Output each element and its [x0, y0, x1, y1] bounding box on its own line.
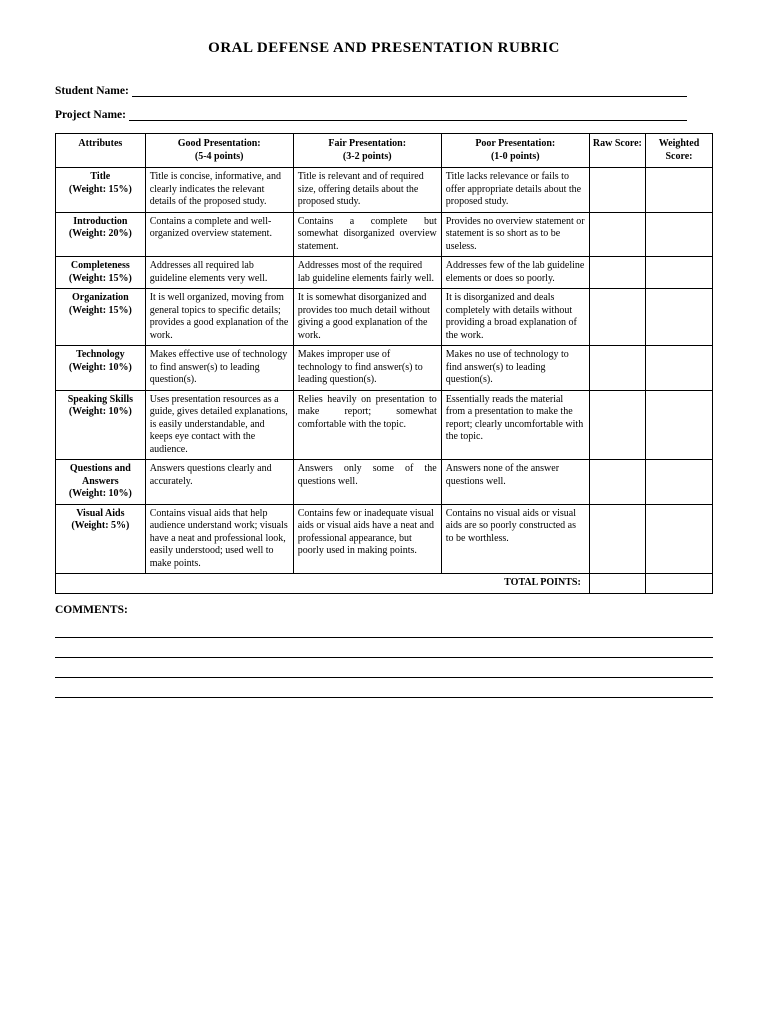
attr-cell: Introduction(Weight: 20%) [56, 212, 146, 257]
attr-cell: Organization(Weight: 15%) [56, 289, 146, 346]
poor-cell: Essentially reads the material from a pr… [441, 390, 589, 460]
comment-line[interactable] [55, 662, 713, 678]
good-cell: Uses presentation resources as a guide, … [145, 390, 293, 460]
attr-cell: Questions and Answers(Weight: 10%) [56, 460, 146, 505]
header-raw: Raw Score: [589, 134, 645, 168]
project-name-line[interactable] [129, 120, 687, 121]
attr-cell: Title(Weight: 15%) [56, 168, 146, 213]
poor-cell: Contains no visual aids or visual aids a… [441, 504, 589, 574]
attr-cell: Technology(Weight: 10%) [56, 346, 146, 391]
fair-cell: It is somewhat disorganized and provides… [293, 289, 441, 346]
total-row: TOTAL POINTS: [56, 574, 713, 594]
weighted-score-cell[interactable] [645, 212, 712, 257]
table-row: Title(Weight: 15%)Title is concise, info… [56, 168, 713, 213]
poor-cell: Answers none of the answer questions wel… [441, 460, 589, 505]
weighted-score-cell[interactable] [645, 168, 712, 213]
rubric-table: Attributes Good Presentation:(5-4 points… [55, 133, 713, 594]
weighted-score-cell[interactable] [645, 257, 712, 289]
weighted-score-cell[interactable] [645, 504, 712, 574]
good-cell: Title is concise, informative, and clear… [145, 168, 293, 213]
raw-score-cell[interactable] [589, 168, 645, 213]
fair-cell: Title is relevant and of required size, … [293, 168, 441, 213]
project-name-field: Project Name: [55, 109, 713, 121]
table-row: Questions and Answers(Weight: 10%)Answer… [56, 460, 713, 505]
comments-label: COMMENTS: [55, 604, 713, 616]
good-cell: It is well organized, moving from genera… [145, 289, 293, 346]
raw-score-cell[interactable] [589, 289, 645, 346]
fair-cell: Contains few or inadequate visual aids o… [293, 504, 441, 574]
good-cell: Answers questions clearly and accurately… [145, 460, 293, 505]
fair-cell: Contains a complete but somewhat disorga… [293, 212, 441, 257]
project-name-label: Project Name: [55, 109, 126, 121]
weighted-score-cell[interactable] [645, 460, 712, 505]
raw-score-cell[interactable] [589, 390, 645, 460]
good-cell: Addresses all required lab guideline ele… [145, 257, 293, 289]
header-fair: Fair Presentation:(3-2 points) [293, 134, 441, 168]
table-row: Technology(Weight: 10%)Makes effective u… [56, 346, 713, 391]
good-cell: Contains a complete and well-organized o… [145, 212, 293, 257]
weighted-score-cell[interactable] [645, 289, 712, 346]
header-weighted: Weighted Score: [645, 134, 712, 168]
comment-line[interactable] [55, 682, 713, 698]
fair-cell: Answers only some of the questions well. [293, 460, 441, 505]
good-cell: Contains visual aids that help audience … [145, 504, 293, 574]
header-attributes: Attributes [56, 134, 146, 168]
attr-cell: Visual Aids(Weight: 5%) [56, 504, 146, 574]
weighted-score-cell[interactable] [645, 390, 712, 460]
header-good: Good Presentation:(5-4 points) [145, 134, 293, 168]
table-row: Completeness(Weight: 15%)Addresses all r… [56, 257, 713, 289]
comment-line[interactable] [55, 622, 713, 638]
header-row: Attributes Good Presentation:(5-4 points… [56, 134, 713, 168]
raw-score-cell[interactable] [589, 257, 645, 289]
fair-cell: Relies heavily on presentation to make r… [293, 390, 441, 460]
table-row: Speaking Skills(Weight: 10%)Uses present… [56, 390, 713, 460]
poor-cell: Provides no overview statement or statem… [441, 212, 589, 257]
raw-score-cell[interactable] [589, 504, 645, 574]
student-name-field: Student Name: [55, 85, 713, 97]
page-title: ORAL DEFENSE AND PRESENTATION RUBRIC [55, 40, 713, 57]
attr-cell: Completeness(Weight: 15%) [56, 257, 146, 289]
attr-cell: Speaking Skills(Weight: 10%) [56, 390, 146, 460]
comment-line[interactable] [55, 642, 713, 658]
raw-score-cell[interactable] [589, 460, 645, 505]
fair-cell: Addresses most of the required lab guide… [293, 257, 441, 289]
poor-cell: Title lacks relevance or fails to offer … [441, 168, 589, 213]
student-name-line[interactable] [132, 96, 687, 97]
table-row: Organization(Weight: 15%)It is well orga… [56, 289, 713, 346]
raw-score-cell[interactable] [589, 346, 645, 391]
total-weighted-cell[interactable] [645, 574, 712, 594]
table-row: Visual Aids(Weight: 5%)Contains visual a… [56, 504, 713, 574]
poor-cell: Makes no use of technology to find answe… [441, 346, 589, 391]
raw-score-cell[interactable] [589, 212, 645, 257]
poor-cell: Addresses few of the lab guideline eleme… [441, 257, 589, 289]
poor-cell: It is disorganized and deals completely … [441, 289, 589, 346]
total-raw-cell[interactable] [589, 574, 645, 594]
student-name-label: Student Name: [55, 85, 129, 97]
fair-cell: Makes improper use of technology to find… [293, 346, 441, 391]
header-poor: Poor Presentation:(1-0 points) [441, 134, 589, 168]
table-row: Introduction(Weight: 20%)Contains a comp… [56, 212, 713, 257]
good-cell: Makes effective use of technology to fin… [145, 346, 293, 391]
weighted-score-cell[interactable] [645, 346, 712, 391]
total-label: TOTAL POINTS: [56, 574, 590, 594]
